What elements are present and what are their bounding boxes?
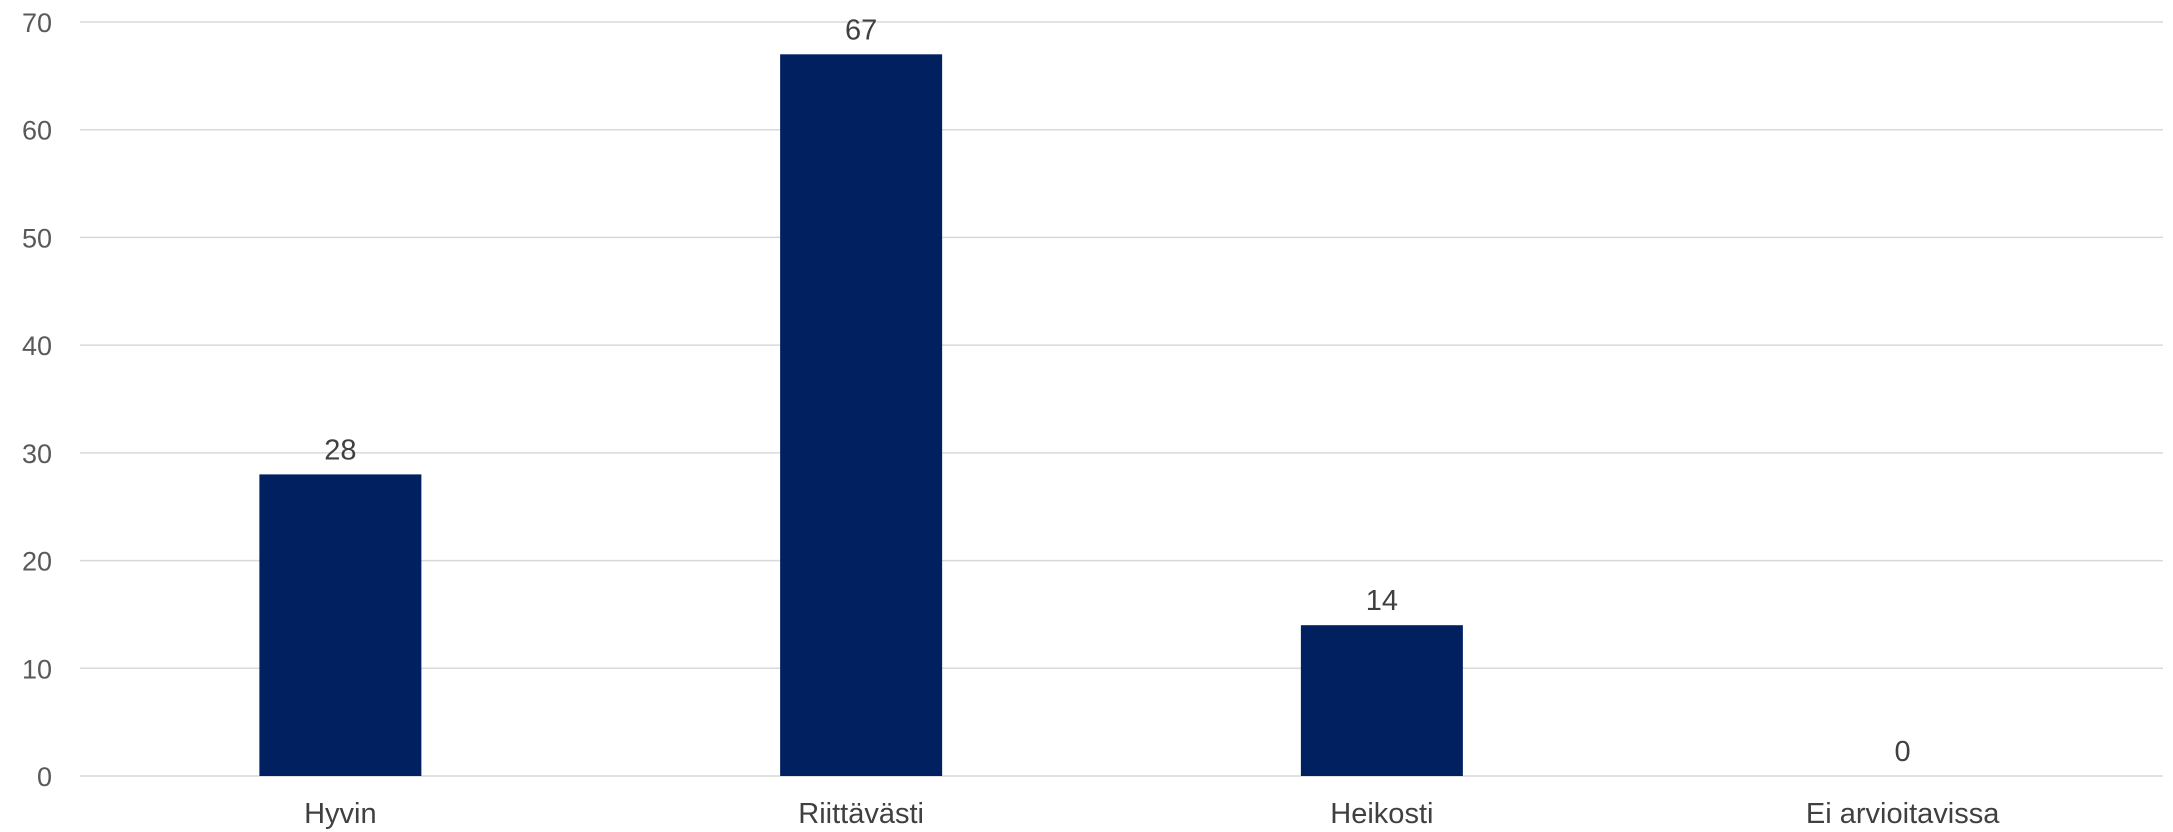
data-label: 14: [1366, 585, 1398, 617]
category-label: Heikosti: [1330, 798, 1433, 830]
bar: [259, 474, 422, 776]
gridlines: [80, 21, 2163, 777]
bars: [259, 54, 1463, 777]
y-tick-label: 30: [22, 439, 52, 469]
data-label: 28: [324, 434, 356, 466]
bar: [1300, 625, 1463, 776]
y-tick-label: 70: [22, 8, 52, 38]
y-axis-tick-labels: 0 10 20 30 40 50 60 70: [22, 8, 52, 792]
category-label: Hyvin: [304, 798, 377, 830]
y-tick-label: 50: [22, 223, 52, 253]
y-tick-label: 40: [22, 331, 52, 361]
bar: [780, 54, 943, 777]
category-label: Ei arvioitavissa: [1806, 798, 2000, 830]
category-label: Riittävästi: [798, 798, 924, 830]
data-label: 0: [1895, 736, 1911, 768]
y-tick-label: 0: [37, 762, 52, 792]
y-tick-label: 60: [22, 116, 52, 146]
data-label: 67: [845, 14, 877, 46]
y-tick-label: 10: [22, 654, 52, 684]
data-labels: 28 67 14 0: [324, 14, 1910, 768]
y-tick-label: 20: [22, 547, 52, 577]
x-axis-category-labels: Hyvin Riittävästi Heikosti Ei arvioitavissa: [304, 798, 2000, 830]
